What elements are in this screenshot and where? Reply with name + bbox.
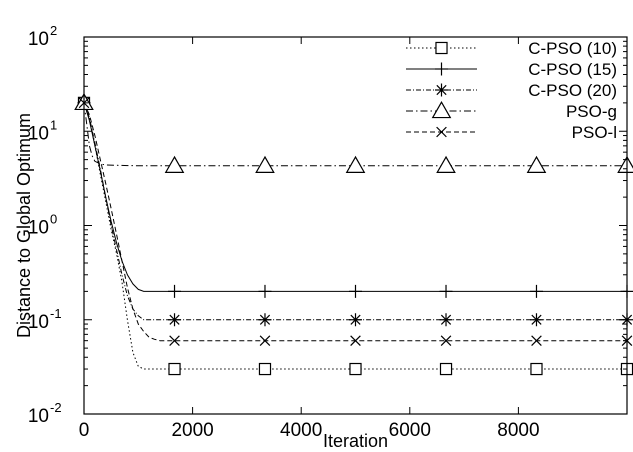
series-marker-c-pso-20 (168, 313, 182, 327)
series-marker-c-pso-10 (530, 362, 543, 376)
legend-marker (435, 83, 448, 97)
legend-marker (435, 41, 448, 55)
y-axis-label: Distance to Global Optimum (14, 113, 34, 338)
y-tick-base: 10 (28, 218, 49, 239)
series-marker-c-pso-20 (349, 313, 362, 327)
series-line-pso-g (83, 102, 627, 167)
legend-marker (431, 101, 452, 119)
series-marker-pso-g (526, 155, 547, 173)
y-tick-exponent: 2 (50, 23, 57, 38)
legend-label: C-PSO (10) (528, 39, 617, 58)
x-tick-label: 2000 (171, 420, 213, 441)
series-marker-c-pso-15 (439, 284, 453, 298)
x-axis-label: Iteration (323, 431, 388, 451)
y-tick-exponent: 0 (50, 212, 57, 227)
series-marker-pso-l (350, 335, 361, 346)
series-marker-c-pso-20 (529, 313, 543, 327)
series-marker-pso-l (531, 335, 542, 346)
series-line-c-pso-10 (83, 102, 627, 370)
legend-item-pso-l: PSO-l (406, 123, 617, 142)
legend-marker (435, 62, 448, 76)
series-marker-c-pso-20 (258, 313, 272, 327)
series-marker-pso-g (255, 155, 275, 173)
y-tick-label: 10 0 (28, 212, 57, 239)
series-marker-c-pso-10 (258, 362, 272, 376)
marker-layer (74, 92, 633, 376)
series-marker-pso-g (164, 155, 185, 173)
y-tick-label: 10 -2 (28, 400, 62, 427)
legend-label: C-PSO (20) (528, 81, 617, 100)
legend-item-c-pso-10: C-PSO (10) (406, 39, 617, 58)
series-line-c-pso-20 (83, 102, 627, 321)
legend-label: C-PSO (15) (528, 60, 617, 79)
series-marker-c-pso-10 (439, 362, 453, 376)
series-marker-pso-l (259, 335, 271, 346)
x-tick-label: 0 (79, 420, 90, 441)
y-tick-label: 10 2 (28, 23, 57, 50)
y-tick-base: 10 (28, 123, 49, 144)
series-marker-pso-l (440, 335, 452, 346)
legend-item-c-pso-20: C-PSO (20) (406, 81, 617, 100)
y-tick-label: 10 1 (28, 117, 57, 144)
series-marker-c-pso-10 (349, 362, 362, 376)
legend-marker (436, 126, 447, 138)
x-tick-label: 6000 (389, 420, 431, 441)
x-tick-label: 8000 (497, 420, 539, 441)
series-marker-c-pso-15 (349, 284, 362, 298)
series-marker-pso-g (345, 155, 366, 173)
y-tick-exponent: -1 (50, 306, 62, 321)
y-tick-label: 10 -1 (28, 306, 62, 333)
series-layer (83, 102, 627, 370)
legend-item-pso-g: PSO-g (406, 101, 617, 121)
series-marker-pso-l (169, 335, 180, 346)
x-tick-label: 4000 (280, 420, 322, 441)
legend-label: PSO-l (572, 123, 617, 142)
series-line-pso-l (83, 102, 627, 342)
series-marker-c-pso-15 (168, 284, 182, 298)
y-tick-base: 10 (28, 29, 49, 50)
series-marker-pso-g (436, 155, 456, 173)
series-marker-c-pso-15 (258, 284, 272, 298)
y-tick-exponent: -2 (50, 400, 62, 415)
y-tick-base: 10 (28, 312, 49, 333)
series-marker-c-pso-20 (439, 313, 453, 327)
series-marker-c-pso-10 (168, 362, 181, 376)
y-tick-exponent: 1 (50, 117, 57, 132)
y-tick-base: 10 (28, 406, 49, 427)
series-marker-c-pso-15 (529, 284, 543, 298)
legend-item-c-pso-15: C-PSO (15) (406, 60, 617, 79)
legend-label: PSO-g (566, 102, 617, 121)
legend: C-PSO (10) C-PSO (15) C-PSO (20) PSO-g PSO-l (406, 39, 617, 142)
